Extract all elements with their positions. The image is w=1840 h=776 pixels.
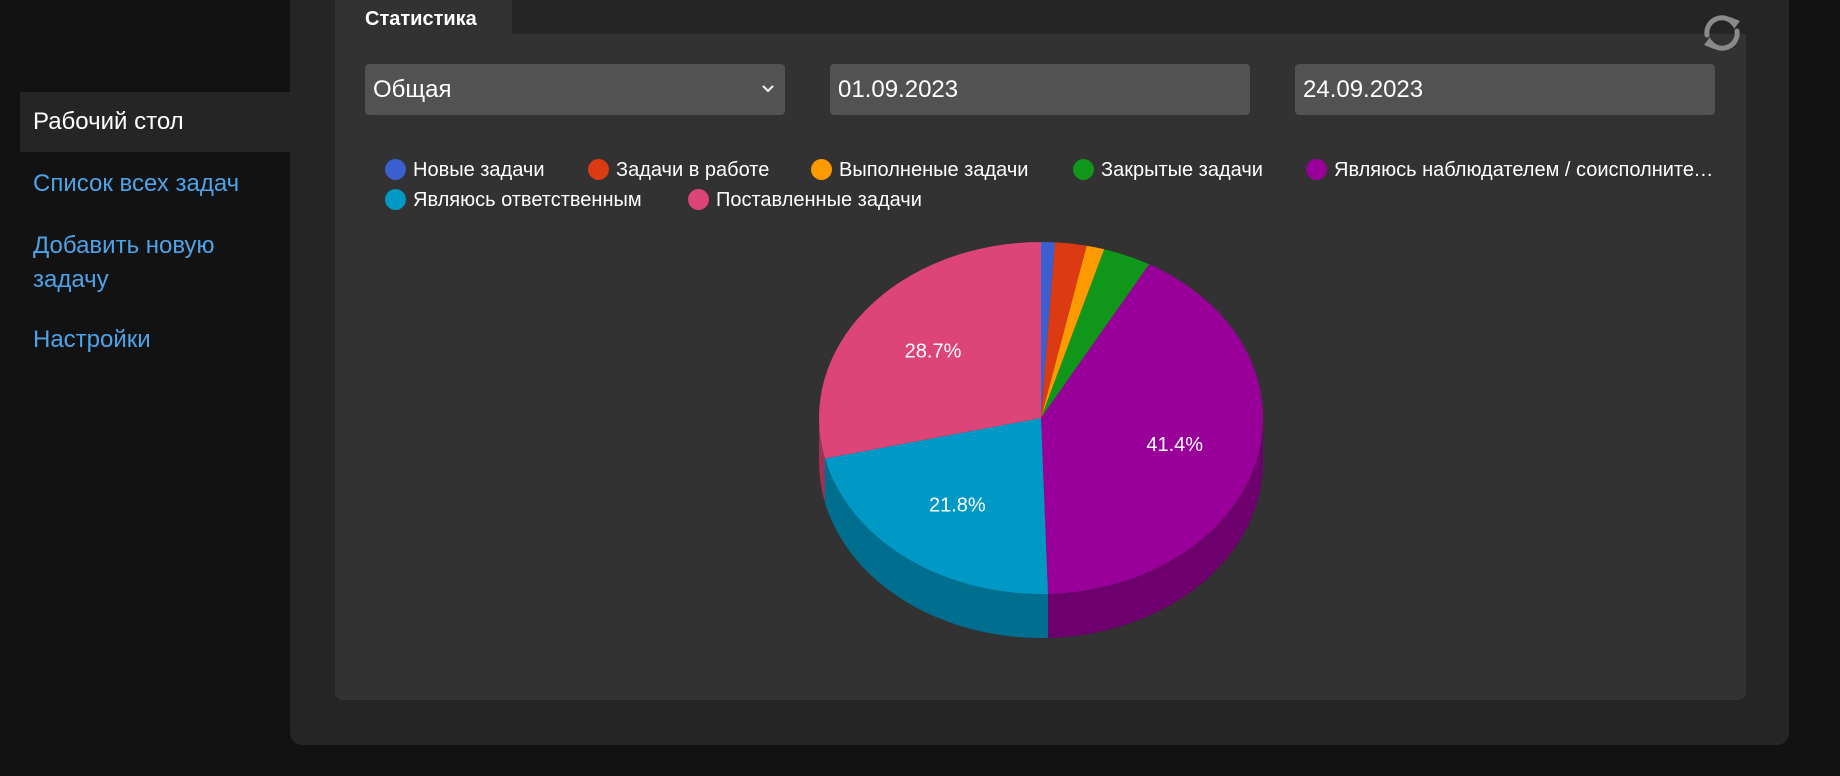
legend-dot (385, 189, 406, 210)
sidebar-item-all-tasks[interactable]: Список всех задач (33, 170, 240, 197)
legend-item-done[interactable]: Выполненые задачи (811, 156, 1028, 184)
legend-item-closed[interactable]: Закрытые задачи (1073, 156, 1263, 184)
pie-slice-2[interactable] (1041, 245, 1105, 418)
legend-dot (385, 159, 406, 180)
legend-dot (1073, 159, 1094, 180)
legend-dot (1306, 159, 1327, 180)
sidebar-item-settings[interactable]: Настройки (33, 326, 151, 353)
legend-item-observer[interactable]: Являюсь наблюдателем / соисполнителем (1306, 156, 1718, 184)
pie-label-5: 21.8% (929, 495, 986, 517)
pie-label-6: 28.7% (905, 340, 962, 362)
legend-dot (811, 159, 832, 180)
date-to-input[interactable] (1295, 64, 1715, 115)
type-select-value: Общая (373, 76, 452, 103)
refresh-button[interactable] (1697, 8, 1747, 58)
date-from-input[interactable] (830, 64, 1250, 115)
pie-slice-1[interactable] (1041, 242, 1087, 418)
pie-slice-4[interactable] (1041, 264, 1263, 594)
sidebar: Рабочий стол Список всех задач Добавить … (0, 0, 290, 776)
refresh-icon (1704, 15, 1740, 51)
legend-item-in-progress[interactable]: Задачи в работе (588, 156, 769, 184)
tab-statistics[interactable]: Статистика (335, 0, 512, 34)
legend-item-responsible[interactable]: Являюсь ответственным (385, 186, 642, 214)
type-select[interactable]: Общая (365, 64, 785, 115)
legend-item-assigned[interactable]: Поставленные задачи (688, 186, 922, 214)
pie-slice-0[interactable] (1041, 242, 1055, 418)
pie-slice-side-6 (819, 418, 825, 503)
sidebar-item-add-task[interactable]: Добавить новую задачу (33, 232, 215, 293)
pie-slice-5[interactable] (824, 418, 1048, 594)
pie-slice-6[interactable] (819, 242, 1041, 459)
pie-slice-side-4 (1047, 418, 1263, 638)
legend-dot (588, 159, 609, 180)
pie-label-4: 41.4% (1146, 434, 1203, 456)
pie-slice-3[interactable] (1041, 249, 1150, 418)
legend-dot (688, 189, 709, 210)
legend-item-new[interactable]: Новые задачи (385, 156, 544, 184)
pie-slice-side-5 (824, 458, 1048, 638)
chevron-down-icon (762, 85, 774, 93)
sidebar-item-desktop[interactable]: Рабочий стол (20, 92, 290, 152)
